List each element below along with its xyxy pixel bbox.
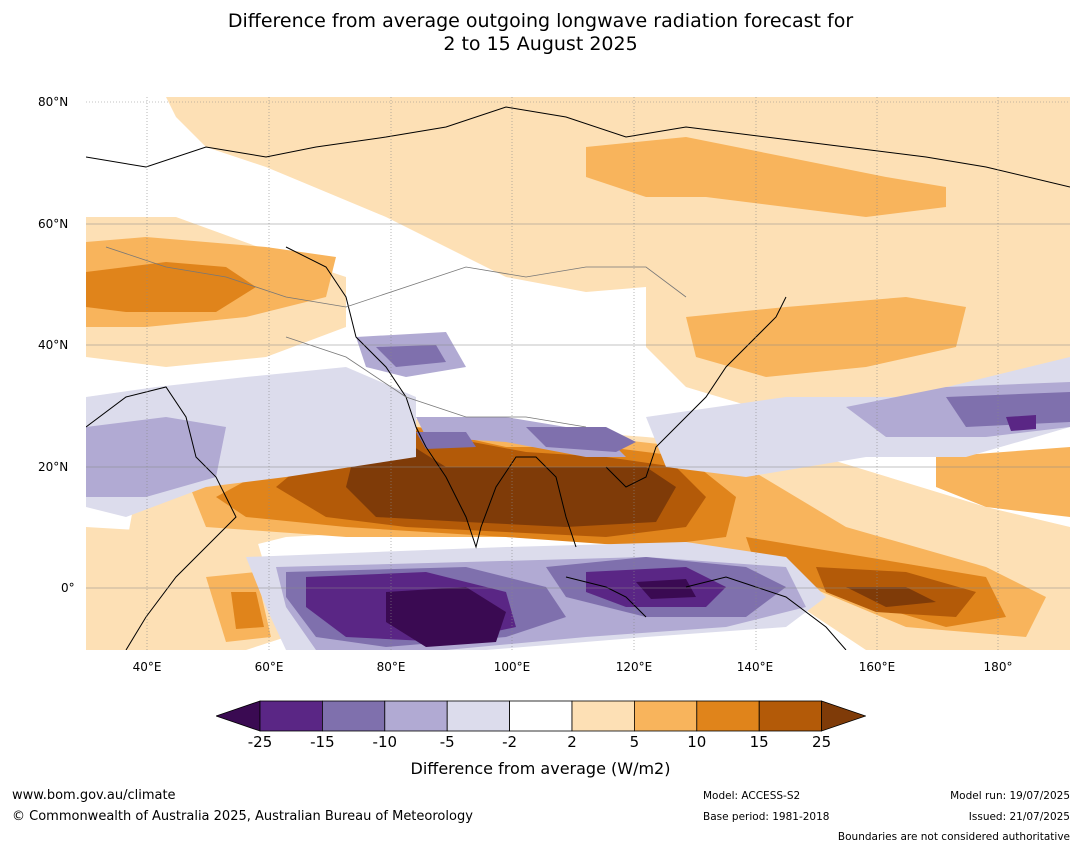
colorbar — [216, 700, 866, 732]
colorbar-bin — [758, 700, 823, 732]
anomaly-region — [231, 592, 264, 629]
colorbar-tick-label: -5 — [439, 733, 455, 751]
lat-label-40n: 40°N — [38, 338, 69, 352]
lat-label-80n: 80°N — [38, 95, 69, 109]
colorbar-tick-label: -2 — [502, 733, 518, 751]
lat-label-60n: 60°N — [38, 217, 69, 231]
map-svg — [86, 97, 1070, 650]
lon-label-60e: 60°E — [254, 660, 284, 674]
colorbar-extend-low — [216, 700, 261, 732]
colorbar-tick-label: -10 — [372, 733, 398, 751]
anomaly-region — [636, 579, 696, 599]
anomaly-region — [526, 427, 636, 452]
lon-label-40e: 40°E — [132, 660, 162, 674]
lon-label-160e: 160°E — [858, 660, 896, 674]
colorbar-tick-label: -25 — [247, 733, 273, 751]
disclaimer-text: Boundaries are not considered authoritat… — [837, 831, 1070, 843]
lon-label-180: 180° — [983, 660, 1013, 674]
colorbar-bin — [384, 700, 448, 732]
lon-label-100e: 100°E — [493, 660, 531, 674]
anomaly-region — [86, 262, 256, 312]
anomaly-region — [376, 345, 446, 367]
model-run-text: Model run: 19/07/2025 — [950, 790, 1070, 802]
colorbar-bin — [696, 700, 760, 732]
anomaly-region — [936, 447, 1070, 517]
anomaly-region — [386, 587, 506, 647]
lon-label-140e: 140°E — [736, 660, 774, 674]
lon-label-80e: 80°E — [376, 660, 406, 674]
colorbar-bin — [259, 700, 323, 732]
lon-label-120e: 120°E — [615, 660, 653, 674]
colorbar-tick-label: 25 — [812, 733, 832, 751]
title-line-2: 2 to 15 August 2025 — [443, 33, 638, 55]
title-line-1: Difference from average outgoing longwav… — [227, 10, 854, 32]
website-link[interactable]: www.bom.gov.au/climate — [12, 788, 176, 803]
model-text: Model: ACCESS-S2 — [703, 790, 801, 802]
colorbar-bin — [571, 700, 635, 732]
colorbar-bin — [509, 700, 573, 732]
colorbar-tick-label: 10 — [687, 733, 707, 751]
colorbar-tick-label: -15 — [310, 733, 335, 751]
copyright-text: © Commonwealth of Australia 2025, Austra… — [12, 809, 473, 824]
colorbar-bin — [633, 700, 698, 732]
lat-label-20n: 20°N — [38, 460, 69, 474]
colorbar-extend-high — [821, 700, 866, 732]
colorbar-tick-label: 15 — [749, 733, 769, 751]
colorbar-title: Difference from average (W/m2) — [410, 759, 671, 778]
coastlines — [86, 106, 1070, 650]
colorbar-bin — [446, 700, 510, 732]
chart-title: Difference from average outgoing longwav… — [0, 10, 1081, 56]
anomaly-region — [946, 392, 1070, 427]
anomaly-region — [346, 442, 676, 527]
anomaly-region — [586, 137, 946, 217]
lat-label-0: 0° — [61, 581, 75, 595]
country-borders — [105, 246, 687, 428]
anomaly-region — [846, 587, 936, 607]
colorbar-tick-label: 2 — [567, 733, 577, 751]
colorbar-tick-label: 5 — [629, 733, 640, 751]
colorbar-bin — [322, 700, 386, 732]
issued-text: Issued: 21/07/2025 — [968, 811, 1070, 823]
anomaly-region — [416, 432, 476, 449]
graticule — [86, 97, 1070, 650]
base-period-text: Base period: 1981-2018 — [703, 811, 830, 823]
anomaly-region — [1006, 415, 1036, 431]
olr-anomaly-map — [86, 97, 1070, 650]
